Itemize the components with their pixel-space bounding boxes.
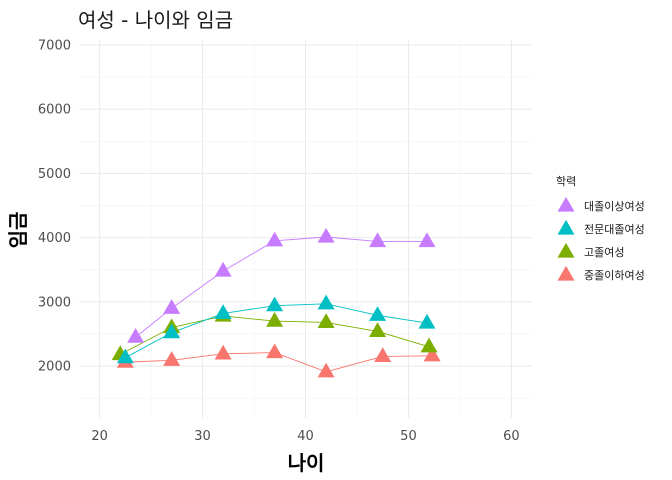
y-axis-title: 임금 (6, 212, 30, 249)
x-tick-label: 60 (503, 429, 520, 444)
data-point-triangle (369, 306, 387, 321)
data-point-triangle (214, 344, 232, 360)
data-point-triangle (266, 231, 284, 247)
y-tick-label: 3000 (38, 295, 71, 310)
legend-key-triangle (557, 219, 575, 235)
x-tick-label: 40 (297, 429, 314, 444)
chart-title: 여성 - 나이와 임금 (78, 8, 233, 32)
data-point-triangle (369, 322, 387, 337)
data-point-triangle (266, 343, 284, 359)
data-point-triangle (369, 232, 387, 248)
data-point-triangle (163, 323, 181, 339)
legend-label: 전문대졸여성 (584, 223, 645, 236)
data-point-triangle (127, 328, 145, 343)
legend-title: 학력 (556, 175, 576, 188)
data-point-triangle (317, 227, 335, 243)
data-point-triangle (374, 347, 392, 363)
series-markers (111, 227, 441, 378)
legend-key-triangle (557, 196, 575, 212)
data-point-triangle (420, 337, 438, 353)
y-tick-label: 4000 (38, 231, 71, 246)
y-tick-label: 6000 (38, 103, 71, 118)
y-tick-label: 2000 (38, 360, 71, 375)
tick-labels: 20 30 40 50 60 2000 3000 4000 5000 6000 7000 (38, 39, 520, 445)
legend-key-triangle (557, 242, 575, 258)
data-point-triangle (214, 304, 232, 319)
data-point-triangle (317, 362, 335, 378)
y-tick-label: 7000 (38, 39, 71, 54)
data-point-triangle (266, 311, 284, 327)
data-point-triangle (317, 294, 335, 310)
y-tick-label: 5000 (38, 167, 71, 182)
data-point-triangle (423, 346, 441, 362)
data-point-triangle (266, 296, 284, 312)
data-point-triangle (163, 299, 181, 314)
data-point-triangle (317, 313, 335, 328)
x-tick-label: 30 (194, 429, 211, 444)
grid (79, 40, 532, 418)
data-point-triangle (116, 348, 134, 364)
x-tick-label: 50 (400, 429, 417, 444)
data-point-triangle (418, 232, 436, 248)
data-point-triangle (214, 261, 232, 277)
legend-key-triangle (557, 265, 575, 281)
x-tick-label: 20 (91, 429, 108, 444)
legend-label: 대졸이상여성 (584, 200, 645, 213)
data-point-triangle (163, 351, 181, 366)
data-point-triangle (418, 313, 436, 329)
legend-label: 고졸여성 (584, 246, 624, 259)
legend-label: 중졸이하여성 (584, 268, 645, 282)
x-axis-title: 나이 (288, 451, 325, 475)
